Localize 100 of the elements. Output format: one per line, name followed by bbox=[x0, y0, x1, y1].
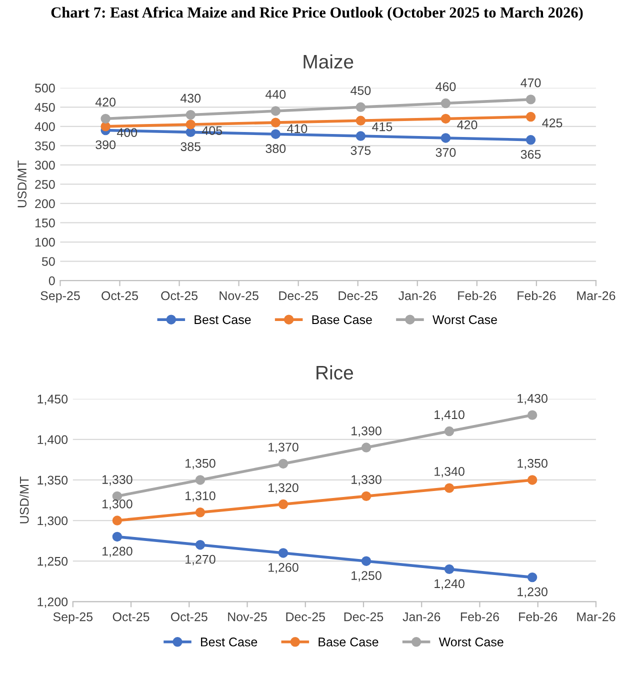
y-tick-label: 450 bbox=[34, 102, 55, 112]
point bbox=[278, 499, 288, 510]
point bbox=[356, 102, 366, 112]
point bbox=[527, 572, 538, 582]
point bbox=[278, 548, 288, 558]
data-label: 1,330 bbox=[102, 475, 132, 486]
y-tick-label: 250 bbox=[35, 180, 55, 189]
data-label: 390 bbox=[96, 140, 116, 150]
point bbox=[195, 540, 206, 550]
y-tick-label: 50 bbox=[42, 257, 55, 266]
point bbox=[444, 426, 454, 436]
x-tick-label: Oct-25 bbox=[170, 612, 208, 622]
data-label: 1,410 bbox=[434, 410, 464, 421]
data-label: 1,280 bbox=[102, 546, 132, 558]
point bbox=[526, 135, 536, 145]
x-tick-label: Dec-25 bbox=[286, 612, 325, 622]
x-tick-label: Dec-25 bbox=[279, 291, 318, 300]
data-label: 1,300 bbox=[102, 499, 132, 510]
data-label: 380 bbox=[266, 144, 286, 154]
data-label: 370 bbox=[436, 148, 456, 157]
data-label: 1,310 bbox=[186, 491, 216, 502]
y-tick-label: 350 bbox=[34, 141, 55, 150]
y-axis-title: USD/MT bbox=[17, 160, 26, 208]
point bbox=[270, 118, 281, 128]
data-label: 1,430 bbox=[518, 394, 548, 404]
x-tick-label: Feb-26 bbox=[519, 612, 558, 622]
point bbox=[100, 114, 110, 124]
point bbox=[186, 127, 196, 138]
data-label: 425 bbox=[542, 118, 562, 128]
data-label: 365 bbox=[520, 150, 541, 159]
x-tick-label: Mar-26 bbox=[577, 291, 616, 300]
y-tick-label: 1,350 bbox=[38, 476, 68, 486]
point bbox=[195, 508, 206, 518]
data-label: 385 bbox=[180, 142, 201, 152]
x-tick-label: Sep-25 bbox=[40, 291, 80, 303]
x-tick-label: Oct-25 bbox=[102, 291, 138, 300]
x-tick-label: Feb-26 bbox=[518, 290, 556, 300]
legend-label: Base Case bbox=[318, 638, 378, 646]
y-tick-label: 1,250 bbox=[38, 556, 68, 568]
point bbox=[361, 491, 372, 502]
point bbox=[278, 458, 288, 469]
chart-title: Rice bbox=[316, 365, 354, 380]
chart-title: Maize bbox=[304, 54, 354, 69]
x-tick-label: Nov-25 bbox=[228, 612, 267, 622]
y-tick-label: 400 bbox=[34, 122, 55, 132]
y-tick-label: 0 bbox=[48, 276, 55, 286]
data-label: 1,340 bbox=[434, 467, 464, 478]
point bbox=[361, 556, 372, 566]
y-tick-label: 1,450 bbox=[38, 394, 68, 405]
data-label: 1,250 bbox=[352, 571, 382, 582]
x-tick-label: Feb-26 bbox=[460, 612, 499, 622]
point bbox=[444, 564, 454, 574]
x-tick-label: Nov-25 bbox=[220, 291, 258, 300]
point bbox=[440, 114, 451, 124]
point bbox=[526, 94, 536, 104]
x-tick-label: Jan-26 bbox=[402, 612, 440, 622]
point bbox=[112, 532, 122, 542]
point bbox=[270, 106, 281, 116]
y-tick-label: 200 bbox=[35, 199, 55, 208]
point bbox=[440, 133, 451, 143]
legend-label: Base Case bbox=[312, 315, 372, 324]
x-tick-label: Dec-25 bbox=[338, 291, 378, 300]
y-tick-label: 1,300 bbox=[38, 516, 68, 527]
data-label: 1,370 bbox=[268, 442, 298, 454]
data-label: 1,270 bbox=[186, 554, 216, 566]
x-tick-label: Jan-26 bbox=[398, 291, 436, 300]
point bbox=[527, 410, 538, 420]
point bbox=[356, 116, 366, 126]
point bbox=[526, 112, 536, 122]
y-tick-label: 500 bbox=[35, 84, 55, 93]
x-tick-label: Mar-26 bbox=[577, 612, 616, 622]
x-tick-label: Sep-25 bbox=[53, 612, 93, 624]
data-label: 420 bbox=[457, 120, 478, 130]
data-label: 440 bbox=[266, 90, 286, 99]
legend-label: Worst Case bbox=[438, 638, 504, 646]
point bbox=[361, 442, 372, 452]
y-tick-label: 150 bbox=[35, 218, 55, 228]
point bbox=[440, 98, 451, 108]
data-label: 1,330 bbox=[352, 475, 382, 486]
point bbox=[186, 110, 196, 120]
x-tick-label: Dec-25 bbox=[344, 612, 384, 622]
data-label: 430 bbox=[180, 94, 201, 103]
data-label: 1,230 bbox=[518, 587, 548, 598]
x-tick-label: Oct-25 bbox=[112, 612, 150, 622]
legend-label: Best Case bbox=[194, 315, 251, 324]
data-label: 415 bbox=[372, 122, 392, 132]
x-tick-label: Feb-26 bbox=[458, 290, 496, 300]
data-label: 450 bbox=[350, 86, 371, 95]
point bbox=[112, 516, 122, 526]
data-label: 1,350 bbox=[186, 458, 216, 470]
y-tick-label: 300 bbox=[34, 160, 55, 170]
y-tick-label: 1,400 bbox=[38, 435, 68, 446]
legend-label: Best Case bbox=[201, 638, 258, 646]
data-label: 1,320 bbox=[268, 483, 298, 494]
x-tick-label: Oct-25 bbox=[161, 291, 198, 300]
data-label: 470 bbox=[520, 78, 541, 88]
data-label: 420 bbox=[95, 98, 116, 107]
legend-label: Worst Case bbox=[432, 315, 497, 324]
data-label: 410 bbox=[287, 124, 308, 134]
y-tick-label: 100 bbox=[35, 238, 55, 247]
